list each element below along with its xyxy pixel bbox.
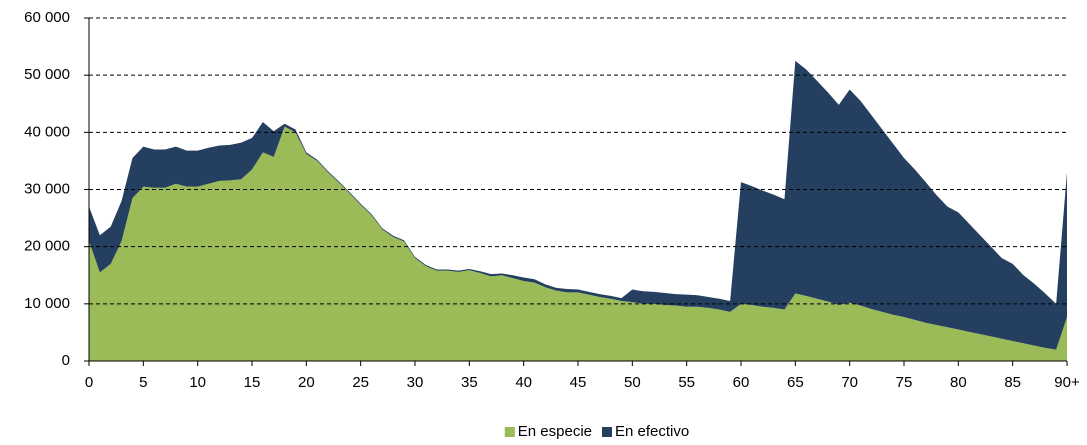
areas (89, 60, 1067, 361)
x-tick-label: 85 (1004, 374, 1021, 391)
y-tick-label: 40 000 (24, 123, 70, 140)
x-tick-label: 10 (189, 374, 206, 391)
x-tick-label: 15 (244, 374, 261, 391)
x-tick-label: 70 (841, 374, 858, 391)
legend-label: En efectivo (615, 423, 689, 440)
legend-label: En especie (518, 423, 592, 440)
x-tick-label: 45 (570, 374, 587, 391)
x-tick-label: 0 (85, 374, 93, 391)
y-tick-label: 20 000 (24, 238, 70, 255)
x-tick-label: 90+ (1054, 374, 1080, 391)
legend-swatch (602, 427, 612, 437)
x-tick-label: 35 (461, 374, 478, 391)
area (89, 60, 1067, 350)
x-tick-label: 75 (896, 374, 913, 391)
x-tick-label: 50 (624, 374, 641, 391)
x-tick-label: 55 (678, 374, 695, 391)
x-tick-label: 5 (139, 374, 147, 391)
legend-swatch (504, 427, 515, 437)
y-tick-label: 50 000 (24, 66, 70, 83)
x-tick-label: 30 (407, 374, 424, 391)
x-tick-label: 25 (352, 374, 369, 391)
x-tick-label: 40 (515, 374, 532, 391)
area (89, 126, 1067, 361)
x-tick-label: 20 (298, 374, 315, 391)
y-tick-label: 0 (62, 352, 70, 369)
x-tick-label: 65 (787, 374, 804, 391)
x-tick-label: 60 (733, 374, 750, 391)
legend: En especie En efectivo (504, 423, 689, 440)
x-tick-label: 80 (950, 374, 967, 391)
y-tick-label: 60 000 (24, 9, 70, 26)
y-tick-label: 30 000 (24, 180, 70, 197)
y-tick-label: 10 000 (24, 295, 70, 312)
